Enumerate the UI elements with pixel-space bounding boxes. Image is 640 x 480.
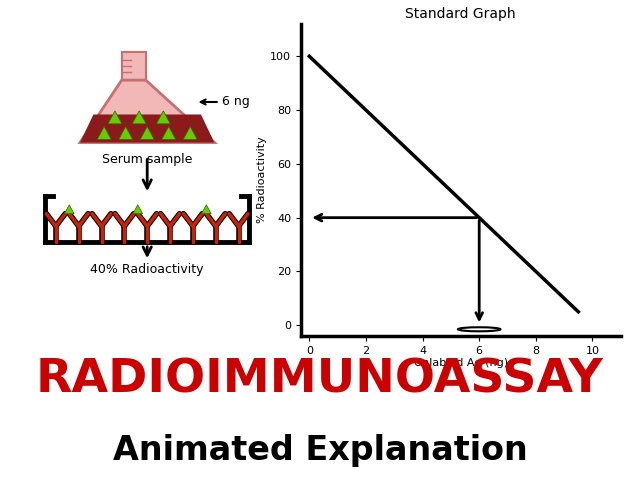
Polygon shape xyxy=(132,111,146,124)
Polygon shape xyxy=(65,204,74,214)
Title: Standard Graph: Standard Graph xyxy=(406,8,516,22)
Polygon shape xyxy=(140,126,154,139)
Y-axis label: % Radioactivity: % Radioactivity xyxy=(257,137,268,223)
Polygon shape xyxy=(118,126,132,139)
X-axis label: Unlabled Ag (ng): Unlabled Ag (ng) xyxy=(413,359,508,369)
Polygon shape xyxy=(80,115,214,143)
Polygon shape xyxy=(162,126,176,139)
Polygon shape xyxy=(202,204,211,214)
Polygon shape xyxy=(156,111,170,124)
Polygon shape xyxy=(80,80,214,143)
Polygon shape xyxy=(183,126,197,139)
Text: 6 ng: 6 ng xyxy=(201,96,250,108)
Polygon shape xyxy=(122,52,146,80)
Polygon shape xyxy=(133,204,143,214)
Polygon shape xyxy=(108,111,122,124)
Text: RADIOIMMUNOASSAY: RADIOIMMUNOASSAY xyxy=(36,358,604,403)
Text: Serum sample: Serum sample xyxy=(102,154,193,167)
Text: Animated Explanation: Animated Explanation xyxy=(113,434,527,468)
Text: 40% Radioactivity: 40% Radioactivity xyxy=(90,263,204,276)
Polygon shape xyxy=(97,126,111,139)
